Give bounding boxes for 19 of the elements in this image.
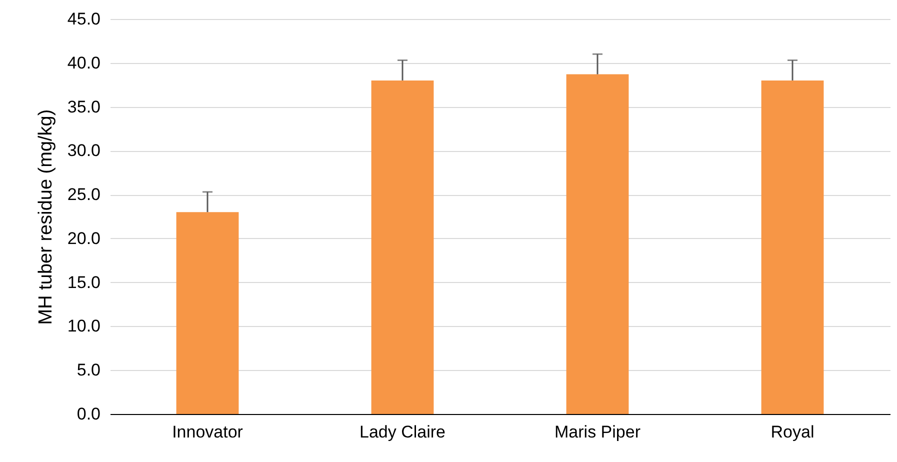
- bar: [371, 80, 434, 414]
- y-tick-label: 40.0: [67, 53, 100, 72]
- bar: [176, 212, 239, 414]
- y-tick-label: 35.0: [67, 97, 100, 116]
- y-tick-label: 10.0: [67, 316, 100, 336]
- y-tick-label: 25.0: [67, 185, 100, 204]
- y-axis-title: MH tuber residue (mg/kg): [35, 109, 56, 325]
- x-tick-label: Innovator: [172, 422, 244, 442]
- y-tick-label: 30.0: [67, 141, 100, 160]
- y-tick-label: 5.0: [76, 360, 100, 380]
- bar: [566, 74, 629, 414]
- y-tick-label: 20.0: [67, 228, 100, 248]
- y-tick-label: 45.0: [67, 10, 100, 28]
- y-tick-label: 15.0: [67, 272, 100, 292]
- y-tick-label: 0.0: [76, 404, 100, 424]
- x-tick-label: Royal: [770, 422, 814, 442]
- bar: [761, 80, 824, 414]
- x-tick-label: Lady Claire: [360, 422, 446, 442]
- x-tick-label: Maris Piper: [554, 422, 641, 442]
